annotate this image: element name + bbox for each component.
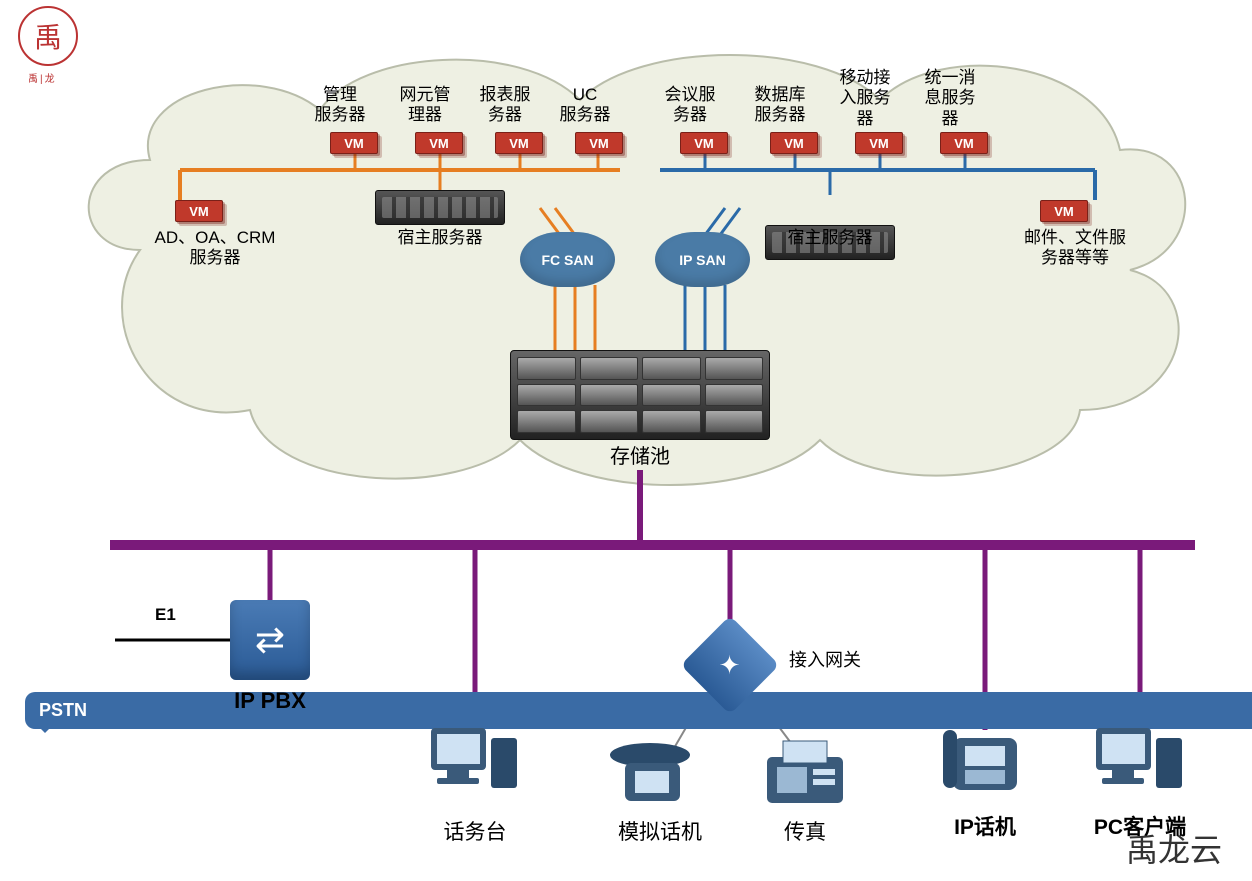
vm-label-uc: UC服务器 <box>550 85 620 126</box>
ip-san-cloud: IP SAN <box>655 232 750 287</box>
vm-label-ne: 网元管理器 <box>390 85 460 126</box>
vm-box-mgmt: VM <box>330 132 378 154</box>
vm-box-left: VM <box>175 200 223 222</box>
vm-box-right: VM <box>1040 200 1088 222</box>
vm-label-mobile: 移动接入服务器 <box>830 68 900 129</box>
host-server-left-label: 宿主服务器 <box>375 228 505 248</box>
vm-box-report: VM <box>495 132 543 154</box>
vm-box-mobile: VM <box>855 132 903 154</box>
host-server-left-icon <box>375 190 505 225</box>
console-label: 话务台 <box>425 820 525 845</box>
vm-label-report: 报表服务器 <box>470 85 540 126</box>
vm-box-msg: VM <box>940 132 988 154</box>
vm-label-msg: 统一消息服务器 <box>915 68 985 129</box>
fc-san-cloud: FC SAN <box>520 232 615 287</box>
vm-box-uc: VM <box>575 132 623 154</box>
storage-pool-icon <box>510 350 770 440</box>
vm-label-conf: 会议服务器 <box>655 85 725 126</box>
host-server-right-label: 宿主服务器 <box>765 228 895 248</box>
pc-client-icon <box>1090 720 1190 810</box>
ip-phone-label: IP话机 <box>940 815 1030 840</box>
ippbx-label: IP PBX <box>215 688 325 714</box>
fax-label: 传真 <box>765 820 845 845</box>
fax-icon <box>755 730 855 820</box>
gateway-icon: ✦ <box>695 630 765 700</box>
pstn-bubble: PSTN <box>25 692 1252 729</box>
vm-box-ne: VM <box>415 132 463 154</box>
vm-label-right: 邮件、文件服务器等等 <box>1000 228 1150 269</box>
vm-box-conf: VM <box>680 132 728 154</box>
ip-phone-icon <box>935 720 1035 810</box>
storage-pool-label: 存储池 <box>510 445 770 469</box>
ippbx-icon: ⇄ <box>230 600 310 680</box>
watermark-text: 禹龙云 <box>1126 825 1222 871</box>
vm-label-left: AD、OA、CRM服务器 <box>140 228 290 269</box>
vm-box-db: VM <box>770 132 818 154</box>
vm-label-db: 数据库服务器 <box>745 85 815 126</box>
vm-label-mgmt: 管理服务器 <box>305 85 375 126</box>
analog-phone-label: 模拟话机 <box>600 820 720 845</box>
gateway-label: 接入网关 <box>780 650 870 672</box>
console-pc-icon <box>425 720 525 810</box>
e1-label: E1 <box>155 605 176 625</box>
analog-phone-icon <box>605 730 705 820</box>
